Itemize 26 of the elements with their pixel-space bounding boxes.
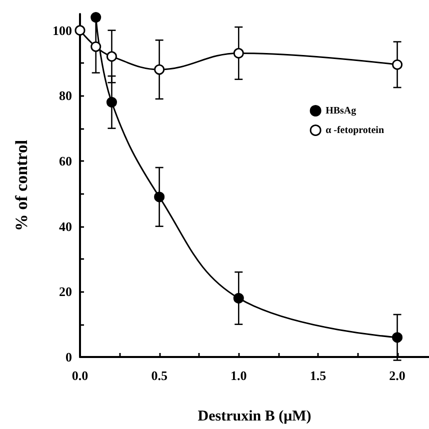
point: [233, 292, 244, 304]
point: [106, 51, 117, 62]
point: [392, 59, 403, 70]
y-axis-title: % of control: [12, 140, 31, 232]
x-tick-label: 1.0: [230, 368, 247, 383]
point: [233, 48, 244, 58]
x-tick-label: 0.5: [151, 368, 168, 383]
y-tick-label: 40: [59, 218, 72, 234]
x-tick-label: 2.0: [389, 368, 406, 383]
point: [392, 332, 403, 343]
y-tick-label: 60: [59, 154, 72, 168]
point: [154, 192, 165, 202]
x-tick-label: 0.0: [72, 368, 88, 383]
point: [154, 64, 165, 75]
legend-label: α -fetoprotein: [326, 124, 384, 136]
x-axis-title: Destruxin B (μM): [198, 408, 312, 424]
y-tick-label: 80: [59, 88, 72, 104]
y-tick-label: 20: [59, 284, 72, 300]
point: [74, 25, 86, 36]
point: [106, 96, 117, 108]
legend-label: HBsAg: [326, 105, 356, 116]
point: [90, 41, 102, 52]
y-tick-label: 0: [66, 350, 72, 364]
point: [90, 12, 102, 23]
x-tick-label: 1.5: [310, 368, 327, 383]
y-tick-label: 100: [52, 22, 72, 38]
